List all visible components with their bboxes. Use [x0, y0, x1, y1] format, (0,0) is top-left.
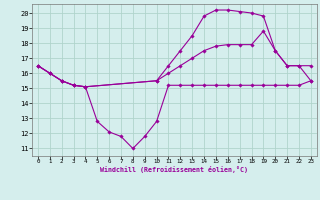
- X-axis label: Windchill (Refroidissement éolien,°C): Windchill (Refroidissement éolien,°C): [100, 166, 248, 173]
